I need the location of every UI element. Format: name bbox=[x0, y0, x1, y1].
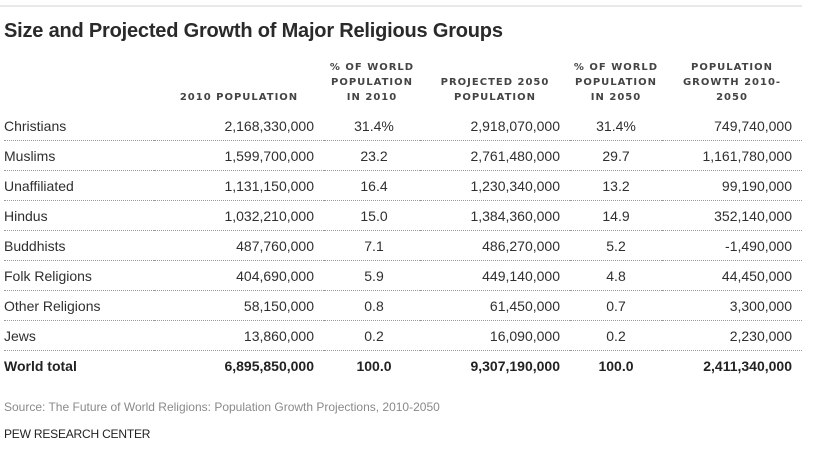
cell-growth: 1,161,780,000 bbox=[662, 140, 802, 171]
cell-group: Other Religions bbox=[4, 290, 154, 321]
cell-pct-2050: 100.0 bbox=[598, 357, 634, 374]
cell-pop-2010: 404,690,000 bbox=[154, 260, 324, 291]
cell-group: Christians bbox=[4, 111, 154, 141]
cell-group: Jews bbox=[4, 320, 154, 351]
cell-pop-2050: 9,307,190,000 bbox=[470, 357, 560, 374]
cell-group: Buddhists bbox=[4, 230, 154, 261]
cell-growth: -1,490,000 bbox=[662, 230, 802, 261]
header-line: POPULATION bbox=[690, 62, 774, 73]
source-note: Source: The Future of World Religions: P… bbox=[4, 400, 440, 414]
cell-pop-2050: 61,450,000 bbox=[420, 290, 570, 321]
cell-pct-2010: 7.1 bbox=[324, 230, 420, 261]
cell-pop-2010: 58,150,000 bbox=[154, 290, 324, 321]
cell-pct-2010: 16.4 bbox=[324, 170, 420, 201]
cell-group: Hindus bbox=[4, 200, 154, 231]
cell-group: Folk Religions bbox=[4, 260, 154, 291]
top-divider bbox=[0, 5, 802, 7]
cell-growth: 2,230,000 bbox=[662, 320, 802, 351]
header-pop-2050: PROJECTED 2050 POPULATION bbox=[420, 60, 570, 111]
table-row: Muslims 1,599,700,000 23.2 2,761,480,000… bbox=[4, 140, 802, 171]
cell-pct-2010: 15.0 bbox=[324, 200, 420, 231]
header-row: 2010 POPULATION % OF WORLD POPULATION IN… bbox=[4, 60, 802, 111]
cell-pct-2050: 29.7 bbox=[570, 140, 662, 171]
header-growth: POPULATION GROWTH 2010- 2050 bbox=[662, 60, 802, 111]
cell-growth: 3,300,000 bbox=[662, 290, 802, 321]
header-line: POPULATION bbox=[330, 77, 414, 88]
header-line: IN 2050 bbox=[590, 92, 642, 103]
cell-pct-2010: 5.9 bbox=[324, 260, 420, 291]
header-pct-2050: % OF WORLD POPULATION IN 2050 bbox=[570, 60, 662, 111]
header-group bbox=[4, 60, 154, 111]
header-line: % OF WORLD bbox=[329, 62, 415, 73]
cell-pct-2010: 31.4% bbox=[324, 111, 420, 141]
table-row: Christians 2,168,330,000 31.4% 2,918,070… bbox=[4, 111, 802, 141]
cell-pop-2010: 13,860,000 bbox=[154, 320, 324, 351]
header-line: POPULATION bbox=[574, 77, 658, 88]
cell-growth: 44,450,000 bbox=[662, 260, 802, 291]
cell-pop-2010: 1,599,700,000 bbox=[154, 140, 324, 171]
cell-growth: 352,140,000 bbox=[662, 200, 802, 231]
cell-pop-2050: 1,384,360,000 bbox=[420, 200, 570, 231]
credit-label: PEW RESEARCH CENTER bbox=[4, 427, 151, 441]
religious-groups-table: 2010 POPULATION % OF WORLD POPULATION IN… bbox=[4, 60, 802, 380]
header-line: % OF WORLD bbox=[573, 62, 659, 73]
table-row: Buddhists 487,760,000 7.1 486,270,000 5.… bbox=[4, 230, 802, 261]
cell-growth: 749,740,000 bbox=[662, 111, 802, 141]
cell-pct-2050: 0.7 bbox=[570, 290, 662, 321]
cell-pct-2010: 0.8 bbox=[324, 290, 420, 321]
cell-growth: 99,190,000 bbox=[662, 170, 802, 201]
cell-pop-2010: 487,760,000 bbox=[154, 230, 324, 261]
cell-pct-2050: 4.8 bbox=[570, 260, 662, 291]
cell-pct-2050: 5.2 bbox=[570, 230, 662, 261]
table-title: Size and Projected Growth of Major Relig… bbox=[4, 20, 503, 42]
total-row: World total 6,895,850,000 100.0 9,307,19… bbox=[4, 351, 802, 381]
cell-pct-2050: 13.2 bbox=[570, 170, 662, 201]
cell-pct-2010: 0.2 bbox=[324, 320, 420, 351]
header-pct-2010: % OF WORLD POPULATION IN 2010 bbox=[324, 60, 420, 111]
cell-pop-2010: 2,168,330,000 bbox=[154, 111, 324, 141]
table-row: Hindus 1,032,210,000 15.0 1,384,360,000 … bbox=[4, 200, 802, 231]
header-line: PROJECTED 2050 bbox=[440, 77, 550, 88]
table-row: Unaffiliated 1,131,150,000 16.4 1,230,34… bbox=[4, 170, 802, 201]
cell-growth: 2,411,340,000 bbox=[703, 357, 792, 374]
header-pop-2010-label: 2010 POPULATION bbox=[179, 92, 299, 103]
cell-pct-2010: 23.2 bbox=[324, 140, 420, 171]
cell-pop-2050: 16,090,000 bbox=[420, 320, 570, 351]
table-row: Other Religions 58,150,000 0.8 61,450,00… bbox=[4, 290, 802, 321]
cell-pct-2010: 100.0 bbox=[356, 357, 392, 374]
header-line: IN 2010 bbox=[346, 92, 398, 103]
cell-pop-2050: 486,270,000 bbox=[420, 230, 570, 261]
cell-pop-2050: 2,761,480,000 bbox=[420, 140, 570, 171]
cell-group: Muslims bbox=[4, 140, 154, 171]
cell-pop-2050: 449,140,000 bbox=[420, 260, 570, 291]
cell-pct-2050: 14.9 bbox=[570, 200, 662, 231]
cell-pop-2050: 2,918,070,000 bbox=[420, 111, 570, 141]
header-line: GROWTH 2010- bbox=[682, 77, 782, 88]
cell-group: World total bbox=[4, 357, 77, 374]
cell-pop-2050: 1,230,340,000 bbox=[420, 170, 570, 201]
cell-pct-2050: 0.2 bbox=[570, 320, 662, 351]
table-row: Jews 13,860,000 0.2 16,090,000 0.2 2,230… bbox=[4, 320, 802, 351]
cell-pop-2010: 1,032,210,000 bbox=[154, 200, 324, 231]
cell-pop-2010: 1,131,150,000 bbox=[154, 170, 324, 201]
cell-group: Unaffiliated bbox=[4, 170, 154, 201]
cell-pct-2050: 31.4% bbox=[570, 111, 662, 141]
table-row: Folk Religions 404,690,000 5.9 449,140,0… bbox=[4, 260, 802, 291]
header-line: 2050 bbox=[716, 92, 748, 103]
cell-pop-2010: 6,895,850,000 bbox=[224, 357, 314, 374]
header-pop-2010: 2010 POPULATION bbox=[154, 60, 324, 111]
header-line: POPULATION bbox=[453, 92, 537, 103]
